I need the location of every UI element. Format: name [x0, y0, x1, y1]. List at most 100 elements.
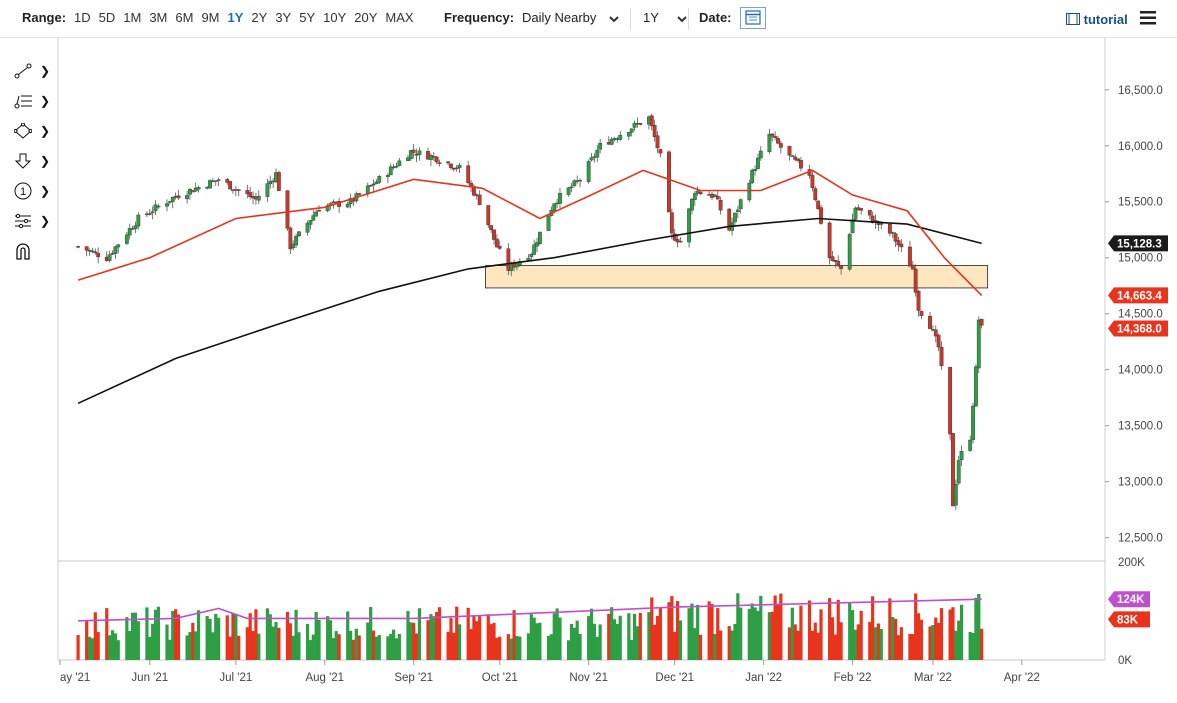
candle-body [678, 240, 683, 243]
range-button-6m[interactable]: 6M [175, 10, 194, 25]
volume-bar [409, 622, 413, 660]
volume-bar [535, 623, 539, 660]
volume-bar [472, 616, 476, 660]
range-button-9m[interactable]: 9M [201, 10, 220, 25]
price-label-text: 14,368.0 [1117, 323, 1162, 335]
range-button-3m[interactable]: 3M [149, 10, 168, 25]
volume-bar [549, 634, 553, 660]
candle-body [976, 319, 981, 369]
volume-bar [558, 617, 562, 660]
volume-bar [498, 636, 502, 660]
volume-bar [819, 609, 823, 660]
period-select[interactable]: 1Y [643, 10, 688, 25]
candle-body [913, 268, 918, 293]
volume-bar [108, 635, 112, 660]
range-button-3y[interactable]: 3Y [275, 10, 292, 25]
range-button-1y[interactable]: 1Y [227, 10, 244, 25]
range-button-2y[interactable]: 2Y [251, 10, 268, 25]
candle-body [305, 222, 310, 233]
volume-bar [939, 608, 944, 660]
candle-body [896, 240, 901, 246]
volume-bar [552, 613, 556, 660]
candle-body [388, 166, 393, 176]
volume-bar [389, 633, 393, 660]
volume-bar [974, 597, 978, 660]
candle-body [196, 187, 201, 190]
chevron-down-icon [677, 15, 688, 22]
volume-tick-label: 200K [1118, 557, 1145, 569]
volume-tick-label: 0K [1118, 655, 1132, 667]
candle-body [758, 150, 763, 159]
volume-bar [793, 624, 797, 660]
volume-bar [899, 627, 903, 660]
candle-body [377, 176, 382, 183]
svg-text:1: 1 [20, 186, 26, 198]
volume-bar [377, 634, 381, 660]
candle-body [406, 157, 410, 162]
volume-bar [432, 616, 436, 660]
volume-bar [730, 630, 734, 660]
range-button-20y[interactable]: 20Y [354, 10, 378, 25]
pattern-tool[interactable]: ❯ [14, 206, 54, 236]
volume-bar [225, 615, 229, 660]
volume-bar [894, 618, 898, 660]
price-tick-label: 15,500.0 [1118, 197, 1163, 209]
toolbar-divider [630, 8, 631, 30]
tutorial-link[interactable]: tutorial [1066, 12, 1128, 27]
price-tick-label: 15,000.0 [1118, 253, 1163, 265]
frequency-select[interactable]: Daily Nearby [522, 10, 620, 25]
hamburger-menu-icon[interactable] [1140, 11, 1156, 25]
candle-body [454, 167, 459, 170]
volume-bar [719, 630, 723, 660]
range-button-1m[interactable]: 1M [123, 10, 142, 25]
candle-body [325, 205, 330, 212]
candle-body [939, 346, 944, 367]
arrow-tool[interactable]: ❯ [14, 146, 54, 176]
candle-body [718, 200, 723, 211]
candle-body [609, 139, 614, 145]
volume-bar [710, 603, 714, 660]
volume-bar [274, 621, 278, 660]
candle-body [747, 182, 752, 201]
volume-bar [208, 618, 212, 660]
candle-body [535, 242, 539, 247]
volume-bar [632, 613, 637, 660]
volume-bar [452, 632, 456, 660]
shape-tool[interactable]: ❯ [14, 116, 54, 146]
candle-body [156, 205, 161, 208]
volume-bar [627, 613, 631, 660]
numbered-marker-tool[interactable]: 1 ❯ [14, 176, 54, 206]
range-button-5y[interactable]: 5Y [299, 10, 316, 25]
volume-bar [294, 609, 298, 660]
candle-body [908, 246, 912, 267]
volume-bar [133, 612, 138, 660]
trend-line-tool[interactable]: ❯ [14, 56, 54, 86]
volume-bar [871, 596, 875, 660]
candle-body [933, 329, 938, 337]
fib-lines-tool[interactable]: ❯ [14, 86, 54, 116]
candle-body [916, 290, 921, 311]
support-zone-rectangle[interactable] [485, 265, 989, 289]
calendar-icon[interactable] [740, 7, 766, 29]
volume-bar [125, 617, 129, 660]
pattern-tool-icon [15, 213, 31, 229]
range-button-1d[interactable]: 1D [74, 10, 91, 25]
volume-bar [919, 619, 924, 660]
volume-bar [489, 624, 493, 660]
candle-body [477, 194, 482, 206]
volume-bar [466, 607, 470, 660]
volume-bar [693, 628, 697, 660]
candle-body [712, 194, 717, 197]
volume-bar [753, 607, 757, 660]
candle-body [107, 254, 112, 261]
candle-body [185, 195, 189, 200]
volume-bar [351, 639, 356, 660]
candle-body [971, 405, 975, 441]
range-button-max[interactable]: MAX [385, 10, 414, 25]
volume-bar [277, 627, 281, 660]
volume-bar [713, 633, 717, 660]
range-button-5d[interactable]: 5D [98, 10, 116, 25]
magnet-tool[interactable] [14, 236, 54, 266]
range-button-10y[interactable]: 10Y [323, 10, 347, 25]
